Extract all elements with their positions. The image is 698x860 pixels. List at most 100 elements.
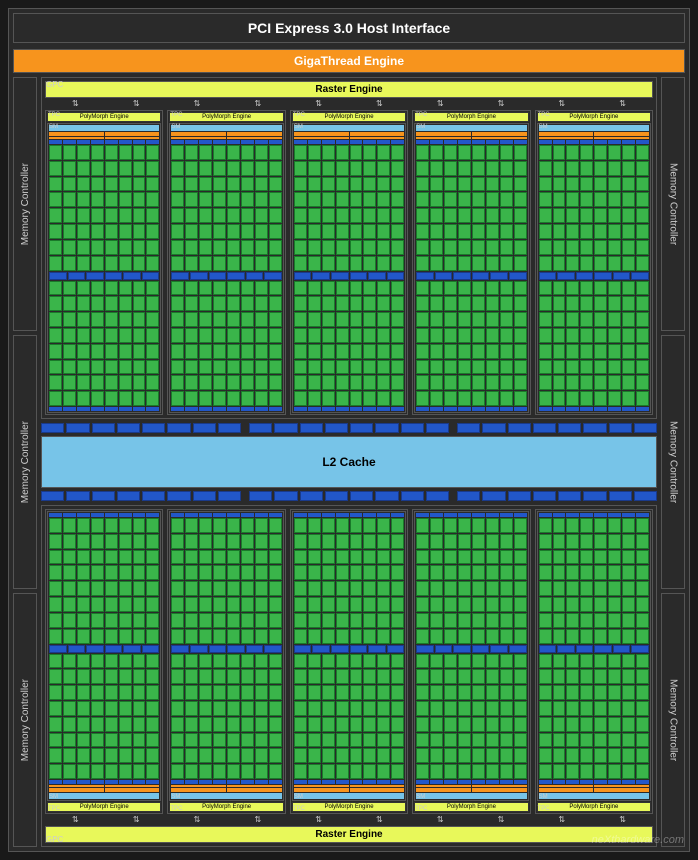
cuda-core (594, 565, 607, 580)
cuda-core (336, 360, 349, 375)
cuda-core (363, 208, 376, 223)
cuda-core (199, 518, 212, 533)
cuda-core (133, 518, 146, 533)
cuda-core (444, 550, 457, 565)
orange-bar (350, 785, 405, 787)
sm-block: SM (414, 123, 528, 413)
blue-unit (636, 780, 649, 784)
cuda-core (622, 534, 635, 549)
l2-slice (583, 423, 606, 433)
blue-unit (255, 513, 268, 517)
l2-slice (401, 491, 424, 501)
tpc-label: TPC (170, 112, 182, 118)
cuda-core (213, 550, 226, 565)
arrow-icon: ⇅ (558, 100, 565, 108)
cuda-core (308, 701, 321, 716)
arrow-icon: ⇅ (619, 816, 626, 824)
cuda-core (133, 613, 146, 628)
blue-unit (63, 140, 76, 144)
cuda-core (622, 360, 635, 375)
core-grid (227, 281, 282, 407)
orange-bar (105, 132, 160, 136)
cuda-core (171, 629, 184, 644)
tpc-block: TPCPolyMorph EngineSM (167, 110, 285, 415)
cuda-core (213, 208, 226, 223)
core-grid (472, 518, 527, 644)
blue-unit (119, 780, 132, 784)
cuda-core (350, 256, 363, 271)
cuda-core (500, 565, 513, 580)
blue-unit (199, 780, 212, 784)
cuda-core (133, 550, 146, 565)
sm-columns (49, 132, 159, 411)
cuda-core (472, 328, 485, 343)
blue-unit (91, 780, 104, 784)
orange-bar (171, 137, 226, 139)
cuda-core (119, 669, 132, 684)
cuda-core (350, 748, 363, 763)
cuda-core (213, 177, 226, 192)
cuda-core (77, 685, 90, 700)
blue-row (594, 140, 649, 144)
cuda-core (213, 597, 226, 612)
cuda-core (636, 701, 649, 716)
cuda-core (363, 256, 376, 271)
cuda-core (146, 669, 159, 684)
arrows-row: ⇅⇅⇅⇅⇅⇅⇅⇅⇅⇅ (45, 816, 653, 824)
cuda-core (322, 296, 335, 311)
blue-unit (430, 140, 443, 144)
cuda-core (77, 192, 90, 207)
core-grid (350, 281, 405, 407)
cuda-core (377, 360, 390, 375)
cuda-core (472, 748, 485, 763)
cuda-core (594, 161, 607, 176)
cuda-core (539, 701, 552, 716)
cuda-core (105, 344, 118, 359)
arrow-icon: ⇅ (376, 100, 383, 108)
blue-unit (171, 780, 184, 784)
cuda-core (77, 344, 90, 359)
cuda-core (49, 161, 62, 176)
cuda-core (500, 145, 513, 160)
cuda-core (63, 360, 76, 375)
cuda-core (539, 685, 552, 700)
cuda-core (486, 669, 499, 684)
cuda-core (255, 208, 268, 223)
cuda-core (430, 613, 443, 628)
l2-slice (457, 491, 480, 501)
cuda-core (636, 534, 649, 549)
blue-unit (269, 780, 282, 784)
cuda-core (444, 685, 457, 700)
arrows-row: ⇅⇅⇅⇅⇅⇅⇅⇅⇅⇅ (45, 100, 653, 108)
cuda-core (486, 534, 499, 549)
cuda-core (363, 375, 376, 390)
cuda-core (322, 360, 335, 375)
cuda-core (539, 597, 552, 612)
blue-unit (308, 140, 321, 144)
polymorph-engine: PolyMorph Engine (537, 112, 651, 122)
cuda-core (553, 534, 566, 549)
blue-unit (105, 407, 118, 411)
cuda-core (63, 296, 76, 311)
cuda-core (171, 240, 184, 255)
cuda-core (566, 654, 579, 669)
sm-header (539, 793, 649, 799)
cuda-core (500, 654, 513, 669)
arrow-icon: ⇅ (376, 816, 383, 824)
cuda-core (269, 597, 282, 612)
cuda-core (391, 312, 404, 327)
cuda-core (594, 550, 607, 565)
cuda-core (608, 748, 621, 763)
cuda-core (539, 161, 552, 176)
cuda-core (308, 717, 321, 732)
cuda-core (227, 629, 240, 644)
cuda-core (322, 701, 335, 716)
cuda-core (553, 296, 566, 311)
cuda-core (430, 685, 443, 700)
cuda-core (269, 669, 282, 684)
cuda-core (553, 192, 566, 207)
blue-unit (622, 780, 635, 784)
cuda-core (105, 654, 118, 669)
core-grid (49, 281, 104, 407)
arrow-icon: ⇅ (558, 816, 565, 824)
